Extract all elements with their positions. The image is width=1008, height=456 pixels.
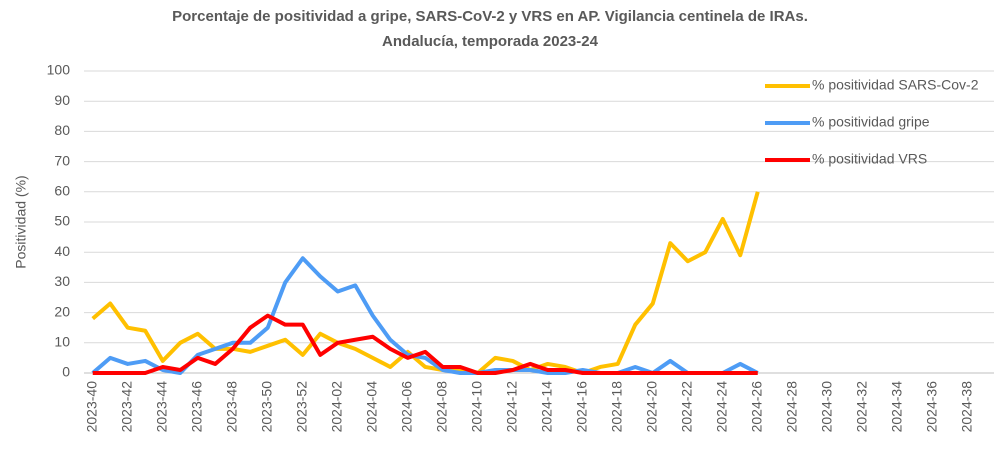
- series-line: [91, 191, 760, 375]
- x-tick-label: 2024-26: [748, 381, 764, 433]
- x-tick-label: 2024-18: [608, 381, 624, 433]
- series-line: [92, 313, 758, 375]
- y-tick-label: 100: [47, 62, 71, 78]
- x-tick-label: 2023-42: [118, 381, 134, 433]
- x-tick-label: 2024-24: [713, 381, 729, 433]
- x-tick-label: 2023-46: [188, 381, 204, 433]
- x-tick-label: 2023-48: [223, 381, 239, 433]
- y-tick-label: 90: [54, 92, 70, 108]
- x-tick-label: 2023-40: [83, 381, 99, 433]
- x-tick-label: 2024-14: [538, 381, 554, 433]
- y-tick-label: 20: [54, 303, 70, 319]
- x-tick-label: 2024-22: [678, 381, 694, 433]
- x-tick-label: 2024-36: [923, 381, 939, 433]
- x-tick-label: 2024-04: [363, 381, 379, 433]
- y-tick-label: 80: [54, 122, 70, 138]
- y-tick-label: 40: [54, 243, 70, 259]
- legend-label: % positividad SARS-Cov-2: [812, 77, 979, 93]
- x-tick-label: 2023-50: [258, 381, 274, 433]
- y-tick-label: 60: [54, 183, 70, 199]
- x-tick-label: 2024-16: [573, 381, 589, 433]
- y-tick-label: 70: [54, 152, 70, 168]
- y-tick-label: 50: [54, 213, 70, 229]
- x-tick-label: 2024-08: [433, 381, 449, 433]
- x-tick-label: 2024-32: [853, 381, 869, 433]
- y-axis-label: Positividad (%): [13, 175, 29, 268]
- y-tick-label: 0: [62, 364, 70, 380]
- x-tick-label: 2024-06: [398, 381, 414, 433]
- x-tick-label: 2024-12: [503, 381, 519, 433]
- x-tick-label: 2024-34: [888, 381, 904, 433]
- chart-title: Porcentaje de positividad a gripe, SARS-…: [172, 8, 808, 25]
- x-tick-label: 2024-38: [958, 381, 974, 433]
- x-tick-label: 2024-28: [783, 381, 799, 433]
- x-tick-label: 2023-52: [293, 381, 309, 433]
- x-tick-label: 2024-30: [818, 381, 834, 433]
- y-tick-label: 30: [54, 273, 70, 289]
- series-line: [91, 256, 759, 375]
- x-tick-label: 2024-10: [468, 381, 484, 433]
- legend-label: % positividad VRS: [812, 151, 927, 167]
- legend-label: % positividad gripe: [812, 114, 930, 130]
- x-tick-label: 2023-44: [153, 381, 169, 433]
- chart-title: Andalucía, temporada 2023-24: [382, 33, 599, 50]
- y-tick-label: 10: [54, 334, 70, 350]
- x-tick-label: 2024-02: [328, 381, 344, 433]
- x-tick-label: 2024-20: [643, 381, 659, 433]
